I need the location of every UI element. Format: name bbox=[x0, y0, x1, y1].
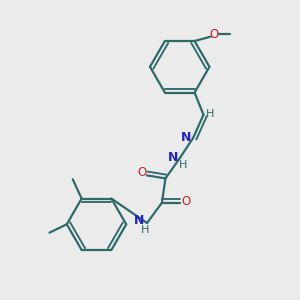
Text: O: O bbox=[210, 28, 219, 41]
Text: N: N bbox=[134, 214, 144, 227]
Text: H: H bbox=[178, 160, 187, 170]
Text: H: H bbox=[140, 224, 149, 235]
Text: O: O bbox=[137, 166, 146, 179]
Text: O: O bbox=[182, 195, 191, 208]
Text: N: N bbox=[168, 151, 178, 164]
Text: N: N bbox=[182, 131, 192, 145]
Text: H: H bbox=[206, 109, 214, 119]
